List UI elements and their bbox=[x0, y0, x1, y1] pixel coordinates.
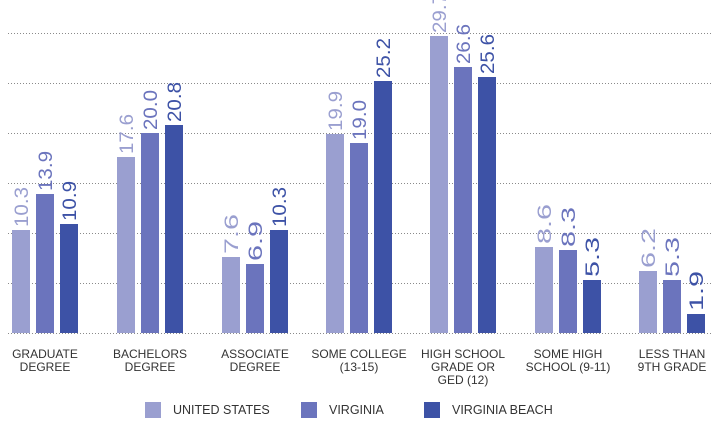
value-label: 7.6 bbox=[222, 214, 243, 254]
bar bbox=[246, 264, 264, 333]
bar bbox=[36, 194, 54, 333]
legend-item-virginia-beach: VIRGINIA BEACH bbox=[424, 402, 553, 418]
legend-swatch-united-states bbox=[145, 402, 161, 418]
value-label: 17.6 bbox=[117, 114, 138, 154]
category-label-line: ASSOCIATE bbox=[221, 347, 289, 361]
category-label-line: GRADUATE bbox=[12, 347, 78, 361]
category-label-line: 9TH GRADE bbox=[637, 360, 707, 374]
category-label-associate-degree: ASSOCIATE DEGREE bbox=[203, 348, 307, 374]
chart-plot-area: 10.3 17.6 7.6 19.9 29.7 8.6 6.2 13.9 20.0 6.9 19.0… bbox=[8, 0, 712, 334]
legend-label-virginia-beach: VIRGINIA BEACH bbox=[452, 403, 553, 417]
bar bbox=[350, 143, 368, 333]
value-label: 5.3 bbox=[663, 237, 684, 277]
bar bbox=[141, 133, 159, 333]
bar bbox=[60, 224, 78, 333]
legend-swatch-virginia bbox=[301, 402, 317, 418]
bar bbox=[326, 134, 344, 333]
legend-swatch-virginia-beach bbox=[424, 402, 440, 418]
legend-label-united-states: UNITED STATES bbox=[173, 403, 270, 417]
category-label-line: DEGREE bbox=[19, 360, 71, 374]
bar bbox=[687, 314, 705, 333]
bar bbox=[478, 77, 496, 333]
bar bbox=[165, 125, 183, 333]
legend-item-united-states: UNITED STATES bbox=[145, 402, 270, 418]
category-label-line: DEGREE bbox=[229, 360, 281, 374]
value-label: 25.2 bbox=[374, 38, 395, 78]
category-label-less-than-9th: LESS THAN 9TH GRADE bbox=[620, 348, 721, 374]
category-label-bachelors-degree: BACHELORS DEGREE bbox=[98, 348, 202, 374]
bar bbox=[270, 230, 288, 333]
category-label-line: LESS THAN bbox=[638, 347, 706, 361]
category-label-line: DEGREE bbox=[124, 360, 176, 374]
category-label-line: SOME HIGH bbox=[533, 347, 603, 361]
legend: UNITED STATES VIRGINIA VIRGINIA BEACH bbox=[0, 402, 721, 422]
bar bbox=[663, 280, 681, 333]
bar bbox=[117, 157, 135, 333]
category-label-line: SCHOOL (9-11) bbox=[525, 360, 611, 374]
bar bbox=[222, 257, 240, 333]
bar bbox=[454, 67, 472, 333]
value-label: 6.9 bbox=[246, 221, 267, 261]
bar bbox=[583, 280, 601, 333]
bar bbox=[639, 271, 657, 333]
value-label: 10.3 bbox=[12, 187, 33, 227]
bar bbox=[559, 250, 577, 333]
category-label-line: GED (12) bbox=[437, 373, 489, 387]
value-label: 6.2 bbox=[639, 228, 660, 268]
value-label: 8.3 bbox=[559, 207, 580, 247]
category-label-line: SOME COLLEGE bbox=[311, 347, 407, 361]
category-label-some-college: SOME COLLEGE (13-15) bbox=[307, 348, 411, 374]
value-label: 20.8 bbox=[165, 82, 186, 122]
legend-label-virginia: VIRGINIA bbox=[329, 403, 384, 417]
value-label: 13.9 bbox=[36, 151, 57, 191]
bar bbox=[430, 36, 448, 333]
category-label-high-school: HIGH SCHOOL GRADE OR GED (12) bbox=[411, 348, 515, 387]
bar bbox=[535, 247, 553, 333]
category-label-line: BACHELORS bbox=[112, 347, 188, 361]
bar bbox=[12, 230, 30, 333]
value-label: 25.6 bbox=[478, 34, 499, 74]
category-label-some-high-school: SOME HIGH SCHOOL (9-11) bbox=[516, 348, 620, 374]
value-label: 29.7 bbox=[430, 0, 451, 33]
value-label: 1.9 bbox=[687, 271, 708, 311]
value-label: 20.0 bbox=[141, 90, 162, 130]
legend-item-virginia: VIRGINIA bbox=[301, 402, 384, 418]
category-label-line: GRADE OR bbox=[430, 360, 495, 374]
value-label: 19.0 bbox=[350, 100, 371, 140]
category-label-line: HIGH SCHOOL bbox=[420, 347, 505, 361]
value-label: 10.3 bbox=[270, 187, 291, 227]
value-label: 10.9 bbox=[60, 181, 81, 221]
category-label-line: (13-15) bbox=[339, 360, 379, 374]
category-label-graduate-degree: GRADUATE DEGREE bbox=[0, 348, 97, 374]
value-label: 26.6 bbox=[454, 24, 475, 64]
value-label: 19.9 bbox=[326, 91, 347, 131]
value-label: 8.6 bbox=[535, 204, 556, 244]
bar bbox=[374, 81, 392, 333]
value-label: 5.3 bbox=[583, 237, 604, 277]
